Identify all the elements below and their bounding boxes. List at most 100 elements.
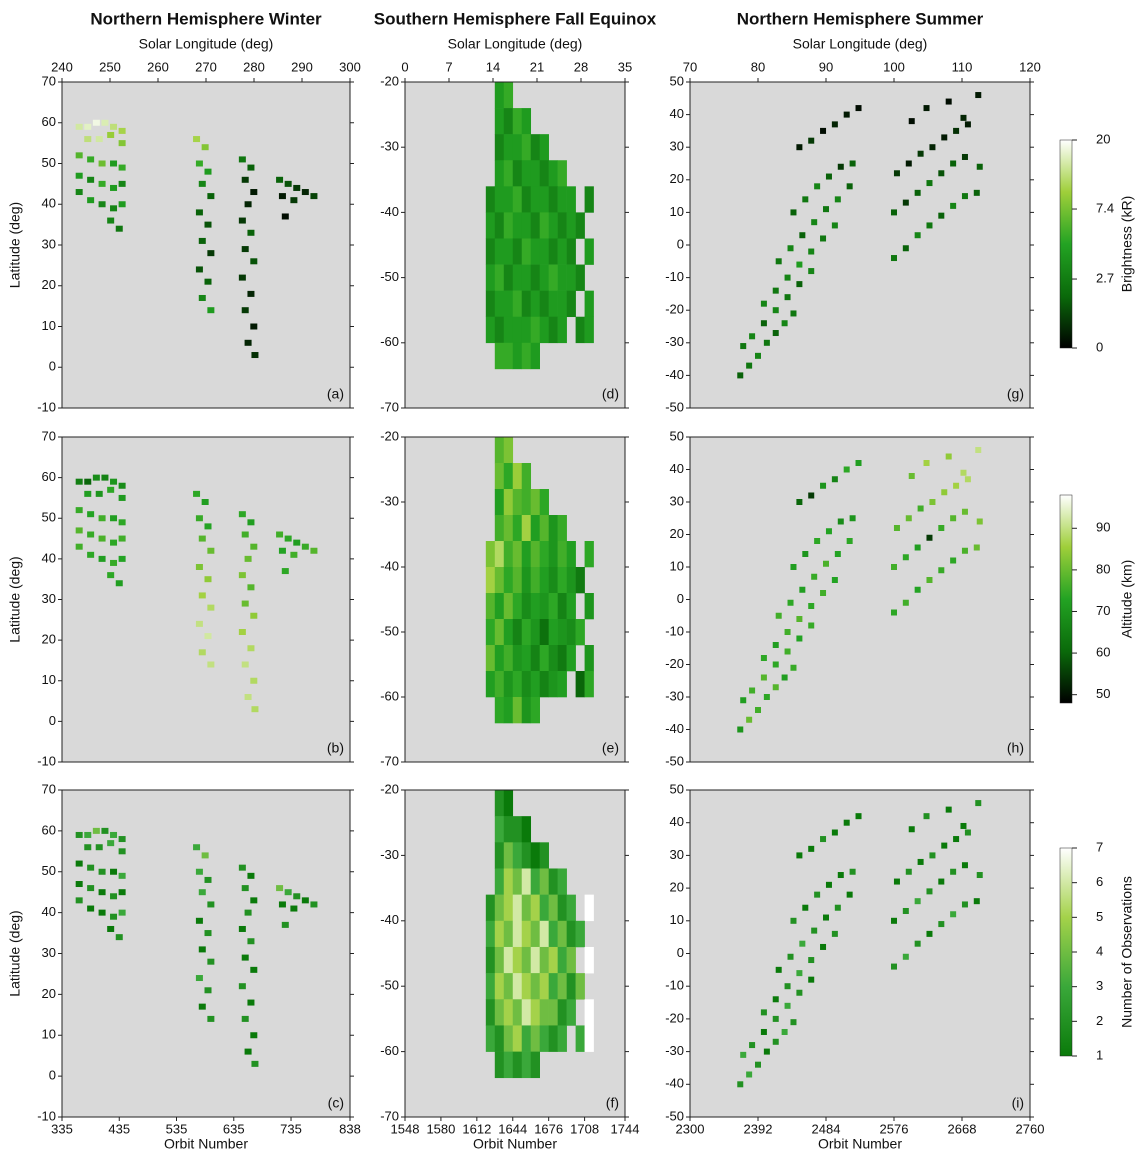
heatmap-cell <box>539 1025 549 1052</box>
heatmap-cell <box>584 946 594 974</box>
heatmap-cell <box>929 852 936 859</box>
panel-title: Northern Hemisphere Summer <box>737 9 984 28</box>
x-tick-label: 1548 <box>391 1121 420 1136</box>
x2-tick-label: 0 <box>401 59 408 74</box>
y-tick-label: 40 <box>670 461 684 476</box>
colorbar-label: Altitude (km) <box>1119 560 1135 639</box>
heatmap-cell <box>557 671 567 698</box>
heatmap-cell <box>557 868 567 895</box>
panel-label: (e) <box>602 740 619 756</box>
heatmap-cell <box>503 463 514 490</box>
y-tick-label: 40 <box>670 106 684 121</box>
heatmap-cell <box>820 943 827 950</box>
y-tick-label: 30 <box>670 493 684 508</box>
x-tick-label: 2760 <box>1016 1121 1045 1136</box>
heatmap-cell <box>110 515 118 522</box>
heatmap-cell <box>755 1061 761 1068</box>
heatmap-cell <box>98 555 106 562</box>
heatmap-cell <box>251 1060 259 1067</box>
x-tick-label: 635 <box>223 1121 245 1136</box>
heatmap-cell <box>503 1051 514 1079</box>
y-axis-label: Latitude (deg) <box>7 556 23 642</box>
colorbar-tick-label: 0 <box>1096 339 1103 354</box>
x2-tick-label: 90 <box>819 59 833 74</box>
heatmap-cell <box>914 232 921 239</box>
heatmap-cell <box>763 694 770 700</box>
heatmap-cell <box>961 901 968 908</box>
heatmap-cell <box>512 946 523 974</box>
heatmap-cell <box>503 316 514 344</box>
heatmap-cell <box>530 619 540 646</box>
heatmap-cell <box>115 934 123 941</box>
heatmap-cell <box>107 572 115 579</box>
heatmap-cell <box>485 541 496 568</box>
heatmap-cell <box>98 201 106 208</box>
heatmap-cell <box>772 1038 779 1045</box>
heatmap-cell <box>902 554 909 561</box>
heatmap-cell <box>276 885 284 892</box>
heatmap-cell <box>539 593 549 620</box>
heatmap-cell <box>814 183 821 190</box>
heatmap-cell <box>914 544 921 551</box>
heatmap-cell <box>548 973 558 1000</box>
heatmap-cell <box>960 469 967 476</box>
heatmap-cell <box>926 930 933 937</box>
heatmap-cell <box>195 266 203 273</box>
heatmap-cell <box>494 697 505 724</box>
y-tick-label: -70 <box>380 1108 399 1123</box>
heatmap-cell <box>737 726 744 733</box>
heatmap-cell <box>548 264 558 291</box>
plot-background <box>62 437 350 762</box>
heatmap-cell <box>494 541 505 568</box>
heatmap-cell <box>557 973 567 1000</box>
heatmap-cell <box>207 661 215 668</box>
heatmap-cell <box>772 642 779 648</box>
heatmap-cell <box>290 551 298 558</box>
heatmap-cell <box>204 523 212 530</box>
panel-label: (b) <box>327 740 344 756</box>
y-tick-label: 60 <box>42 114 56 129</box>
heatmap-cell <box>976 872 983 879</box>
heatmap-cell <box>195 160 203 167</box>
heatmap-cell <box>530 134 540 161</box>
heatmap-cell <box>964 829 971 836</box>
heatmap-cell <box>281 213 289 220</box>
y-tick-label: 0 <box>49 1068 56 1083</box>
y-tick-label: 30 <box>42 591 56 606</box>
heatmap-cell <box>539 946 549 974</box>
heatmap-cell <box>494 868 505 895</box>
heatmap-cell <box>107 486 115 493</box>
y-tick-label: -30 <box>665 334 684 349</box>
heatmap-cell <box>831 476 838 483</box>
heatmap-cell <box>84 123 92 130</box>
heatmap-cell <box>98 180 106 187</box>
heatmap-cell <box>512 1025 523 1052</box>
heatmap-cell <box>485 946 496 974</box>
heatmap-cell <box>975 92 982 99</box>
heatmap-cell <box>823 914 829 921</box>
heatmap-cell <box>737 1081 744 1088</box>
heatmap-cell <box>784 274 791 281</box>
y-tick-label: -60 <box>380 1043 399 1058</box>
heatmap-cell <box>926 534 933 541</box>
heatmap-cell <box>118 519 126 526</box>
heatmap-cell <box>485 290 496 318</box>
heatmap-cell <box>772 287 779 294</box>
heatmap-cell <box>95 844 103 851</box>
x-tick-label: 2300 <box>676 1121 705 1136</box>
heatmap-cell <box>503 790 514 817</box>
y-tick-label: -50 <box>380 269 399 284</box>
heatmap-cell <box>784 629 791 635</box>
plot-background <box>690 790 1030 1117</box>
heatmap-cell <box>902 953 909 960</box>
y-tick-label: -50 <box>665 1108 684 1123</box>
heatmap-cell <box>964 476 971 483</box>
heatmap-cell <box>250 897 258 904</box>
heatmap-cell <box>512 186 523 213</box>
heatmap-cell <box>101 474 109 481</box>
y-tick-label: 10 <box>42 1027 56 1042</box>
heatmap-cell <box>75 527 83 534</box>
heatmap-cell <box>301 543 309 550</box>
heatmap-cell <box>834 904 841 911</box>
heatmap-cell <box>521 816 532 843</box>
